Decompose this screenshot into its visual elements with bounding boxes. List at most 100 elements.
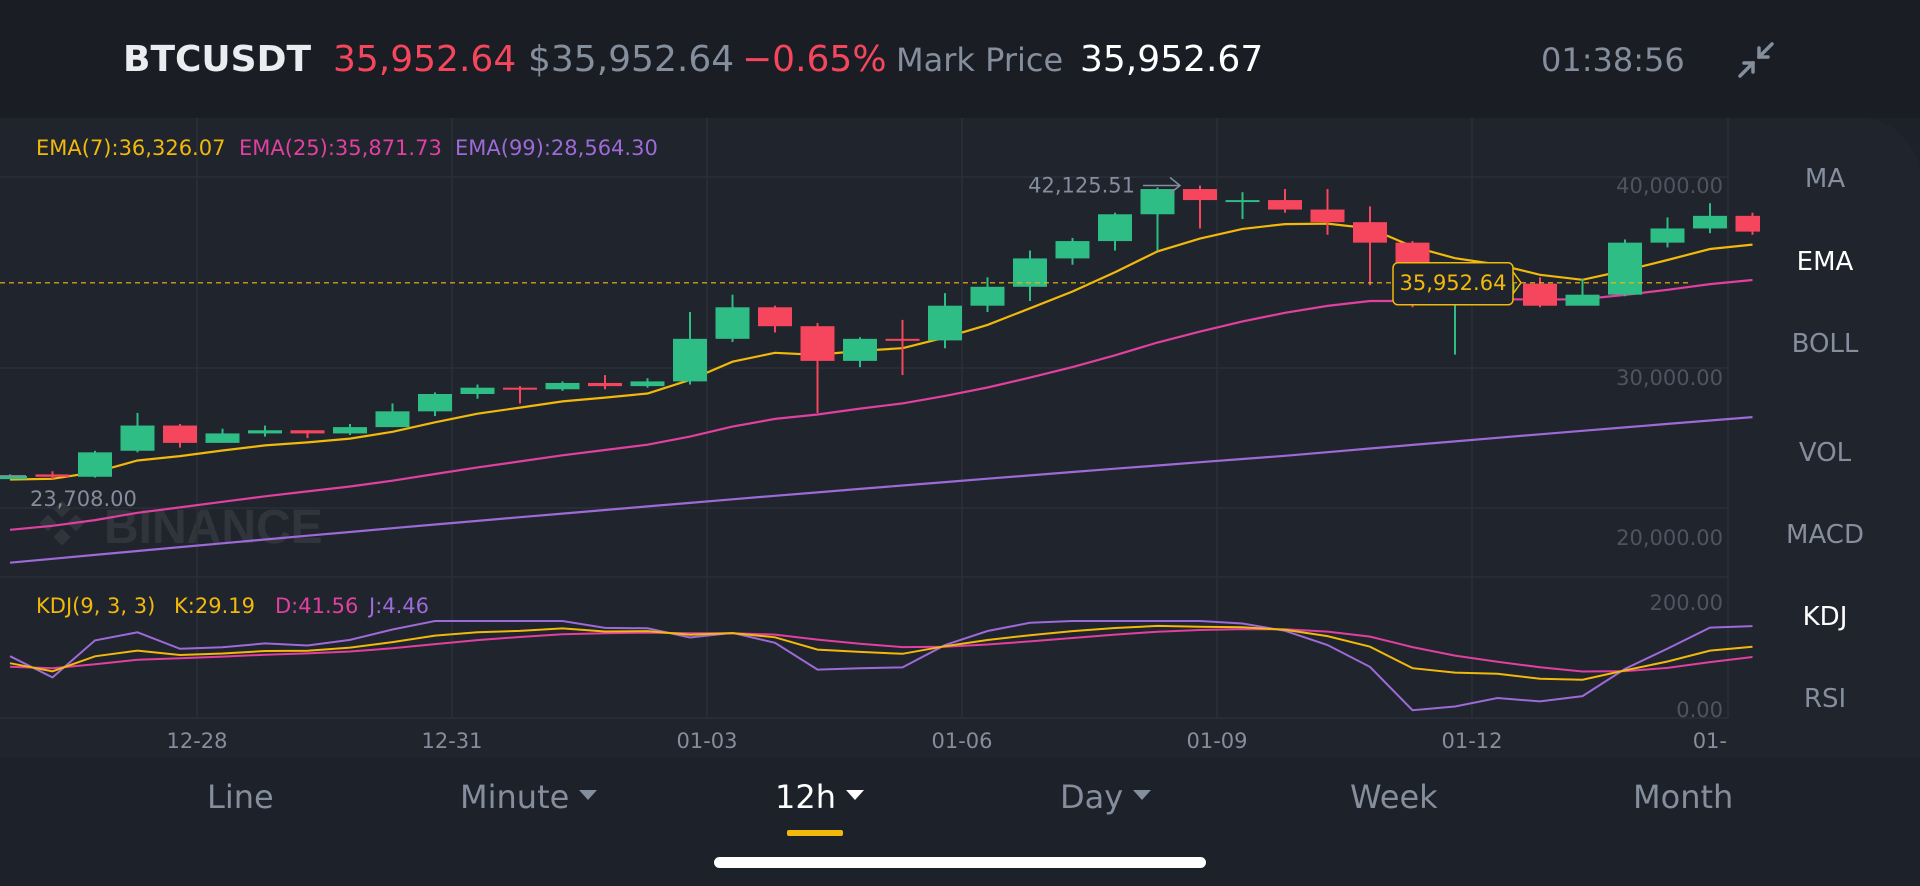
chevron-down-icon <box>579 790 598 800</box>
interval-month[interactable]: Month <box>1633 778 1733 816</box>
legend-kdj-k: K:29.19 <box>174 594 255 618</box>
candle <box>1268 189 1302 213</box>
candle <box>970 277 1005 313</box>
kdj-j-line <box>9 620 1753 712</box>
legend-ema25: EMA(25):35,871.73 <box>239 136 442 160</box>
candle <box>843 337 877 368</box>
y-tick-40000: 40,000.00 <box>1616 174 1723 198</box>
x-axis: 12-28 12-31 01-03 01-06 01-09 01-12 01- <box>166 729 1727 753</box>
kdj-lines <box>9 620 1753 712</box>
kdj-d-line <box>9 628 1753 673</box>
candle <box>120 412 155 453</box>
legend-kdj: KDJ(9, 3, 3) <box>36 594 156 618</box>
x-tick-label: 01- <box>1693 729 1727 753</box>
candle-body <box>1268 200 1302 210</box>
grid-lines <box>0 118 1729 719</box>
candle <box>1310 189 1345 235</box>
candle-body <box>1693 215 1727 229</box>
chevron-down-icon <box>1133 790 1152 800</box>
interval-line[interactable]: Line <box>207 778 274 816</box>
candle <box>800 323 835 413</box>
candle-body <box>120 425 155 451</box>
candle <box>1650 217 1685 248</box>
candle-body <box>1140 189 1175 215</box>
candle <box>1013 250 1047 301</box>
candle-body <box>0 475 27 480</box>
interval-label: Month <box>1633 778 1734 816</box>
kdj-k-line <box>9 624 1753 681</box>
interval-label: 12h <box>775 778 836 816</box>
indicator-ma[interactable]: MA <box>1804 164 1846 194</box>
candle <box>630 378 665 388</box>
candle-body <box>503 387 537 390</box>
candle <box>1523 277 1557 308</box>
candle <box>248 425 282 437</box>
candle-body <box>460 387 495 395</box>
candle <box>1055 237 1090 265</box>
candle-body <box>630 381 665 387</box>
candle <box>35 471 70 480</box>
interval-12h[interactable]: 12h <box>775 778 864 816</box>
candle-body <box>333 427 367 434</box>
high-price-marker: 42,125.51 <box>1028 173 1182 197</box>
candle-body <box>588 382 622 387</box>
candle <box>1140 187 1175 251</box>
indicator-macd[interactable]: MACD <box>1786 520 1864 550</box>
legend-kdj-j: J:4.46 <box>369 594 430 618</box>
candle <box>885 319 920 376</box>
indicator-rsi[interactable]: RSI <box>1803 684 1847 714</box>
current-price-tag[interactable]: 35,952.64 <box>1392 262 1522 306</box>
kdj-tick-200: 200.00 <box>1650 591 1723 615</box>
low-price-label: 23,708.00 <box>30 487 137 511</box>
x-tick-label: 12-31 <box>421 729 482 753</box>
indicator-boll[interactable]: BOLL <box>1791 329 1859 359</box>
ema25-line <box>9 278 1753 531</box>
chart-panel <box>0 118 1920 758</box>
candle-body <box>1055 241 1090 259</box>
candle-body <box>1098 214 1132 242</box>
candle <box>1225 192 1260 219</box>
candle <box>673 312 707 385</box>
active-interval-underline <box>787 830 843 836</box>
change-percent: −0.65% <box>742 39 887 80</box>
indicator-vol[interactable]: VOL <box>1798 438 1852 468</box>
x-tick-label: 12-28 <box>166 729 227 753</box>
indicator-ema[interactable]: EMA <box>1796 247 1854 277</box>
candle-body <box>78 452 112 477</box>
candle <box>1565 278 1600 306</box>
candle <box>545 381 580 391</box>
interval-week[interactable]: Week <box>1350 778 1438 816</box>
interval-day[interactable]: Day <box>1060 778 1152 816</box>
candle-body <box>1013 258 1047 287</box>
candle-body <box>1353 222 1387 243</box>
mark-price-label: Mark Price <box>896 41 1064 79</box>
current-price-tag-text: 35,952.64 <box>1400 271 1507 295</box>
candle-body <box>673 338 707 382</box>
candle-body <box>1523 283 1557 306</box>
ticker-header: BTCUSDT 35,952.64 $35,952.64 −0.65% Mark… <box>0 0 1920 118</box>
symbol[interactable]: BTCUSDT <box>123 39 312 80</box>
candle-body <box>758 307 792 327</box>
usd-price: $35,952.64 <box>528 39 735 80</box>
home-indicator[interactable] <box>714 857 1206 868</box>
candle-body <box>1565 294 1600 306</box>
candle <box>290 430 325 439</box>
candlestick-chart[interactable]: BINANCE 35,952.64 42,125.51 23,708.00 40… <box>0 118 1760 758</box>
last-price: 35,952.64 <box>333 39 517 80</box>
interval-label: Week <box>1350 778 1438 816</box>
candle <box>460 384 495 399</box>
candle <box>928 293 962 349</box>
candle-body <box>928 305 962 341</box>
candle-body <box>800 326 835 361</box>
candle-body <box>1650 228 1685 243</box>
candle <box>418 392 452 417</box>
x-tick-label: 01-03 <box>676 729 737 753</box>
candle <box>1353 206 1387 286</box>
x-tick-label: 01-12 <box>1441 729 1502 753</box>
interval-label: Line <box>207 778 274 816</box>
indicator-kdj[interactable]: KDJ <box>1802 602 1848 632</box>
high-price-label: 42,125.51 <box>1028 173 1135 197</box>
collapse-arrows-icon[interactable] <box>1736 40 1776 80</box>
interval-minute[interactable]: Minute <box>460 778 598 816</box>
candle <box>1693 203 1727 234</box>
